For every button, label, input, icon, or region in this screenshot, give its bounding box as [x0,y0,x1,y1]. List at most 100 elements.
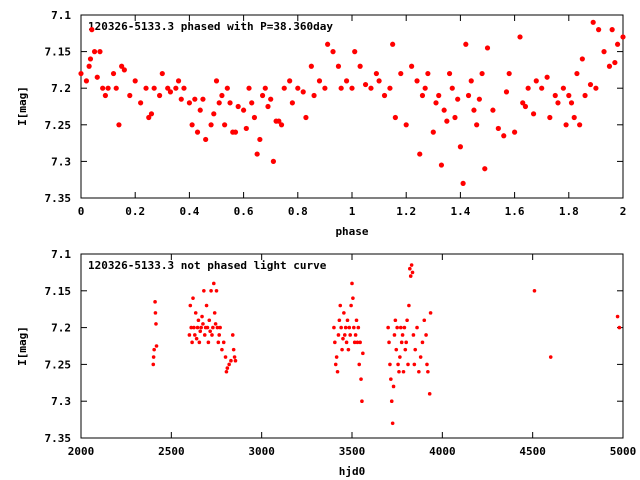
data-point [153,311,158,315]
data-point [404,340,409,345]
data-point [316,78,323,84]
data-point [355,340,360,345]
data-point [392,333,397,337]
x-tick-label: 2500 [158,445,185,458]
data-point [207,318,212,323]
data-point [349,85,355,91]
data-point [596,27,602,33]
data-point [402,325,407,330]
data-point [339,325,343,330]
data-point [386,325,390,330]
data-point [525,85,531,91]
data-point [156,92,163,99]
data-point [544,74,550,80]
data-point [530,111,537,117]
data-point [373,70,379,77]
data-point [495,125,501,132]
data-point [251,114,258,121]
data-point [216,340,221,345]
x-tick-label: 1.4 [450,205,470,218]
data-point [457,144,463,150]
data-point [200,314,204,319]
data-point [390,41,396,47]
data-point [221,340,226,345]
data-point [547,114,553,121]
data-point [393,318,398,323]
phased-plot-frame [80,14,624,199]
data-point [204,303,209,308]
data-point [579,56,585,62]
unphased-plot-frame [80,253,624,439]
data-point [606,63,613,69]
data-point [189,122,195,128]
data-point [392,114,398,121]
data-point [193,311,198,315]
data-point [152,347,156,352]
data-point [216,100,222,106]
data-point [211,111,217,117]
data-point [100,85,106,91]
data-point [484,45,491,51]
data-point [403,122,409,128]
data-point [175,78,182,84]
unphased-chart-title: 120326-5133.3 not phased light curve [88,259,327,272]
data-point [121,67,127,73]
data-point [151,362,156,367]
data-point [119,63,125,69]
unphased-light-curve-panel: 120326-5133.3 not phased light curve hjd… [16,248,636,478]
x-tick-label: 0.4 [179,205,199,218]
data-point [587,81,594,88]
phased-chart-title: 120326-5133.3 phased with P=38.360day [88,20,333,33]
y-tick-label: 7.25 [45,119,72,132]
data-point [539,85,545,91]
y-tick-label: 7.2 [51,322,71,335]
phased-light-curve-panel: 120326-5133.3 phased with P=38.360day ph… [16,9,626,238]
data-point [336,333,341,337]
data-point [425,70,431,77]
data-point [200,96,206,102]
data-point [151,85,157,91]
data-point [241,107,247,113]
data-point [533,78,539,84]
data-point [143,85,149,91]
data-point [609,27,615,33]
data-point [86,63,92,69]
data-point [214,289,219,293]
data-point [482,166,488,172]
data-point [391,384,396,389]
data-point [224,369,229,374]
data-point [213,322,218,326]
data-point [262,85,268,91]
data-point [563,122,569,128]
y-tick-label: 7.15 [45,285,72,298]
x-tick-label: 2 [620,205,627,218]
data-point [265,103,271,110]
data-point [506,70,512,77]
data-point [413,347,418,352]
data-point [289,100,295,106]
data-point [511,129,518,135]
x-tick-label: 0 [78,205,85,218]
data-point [197,107,203,113]
data-point [356,325,361,330]
data-point [357,63,363,69]
data-point [417,369,421,374]
data-point [452,114,458,121]
data-point [102,92,108,99]
data-point [361,351,365,356]
data-point [94,74,100,80]
data-point [420,340,425,345]
data-point [230,333,235,337]
data-point [198,329,203,334]
data-point [196,318,201,323]
data-point [270,158,277,164]
data-point [222,122,228,128]
data-point [215,325,220,330]
data-point [194,129,201,135]
data-point [479,70,485,77]
data-point [426,369,430,374]
data-point [465,92,472,99]
data-point [408,266,412,271]
data-point [105,85,111,91]
data-point [232,129,239,135]
